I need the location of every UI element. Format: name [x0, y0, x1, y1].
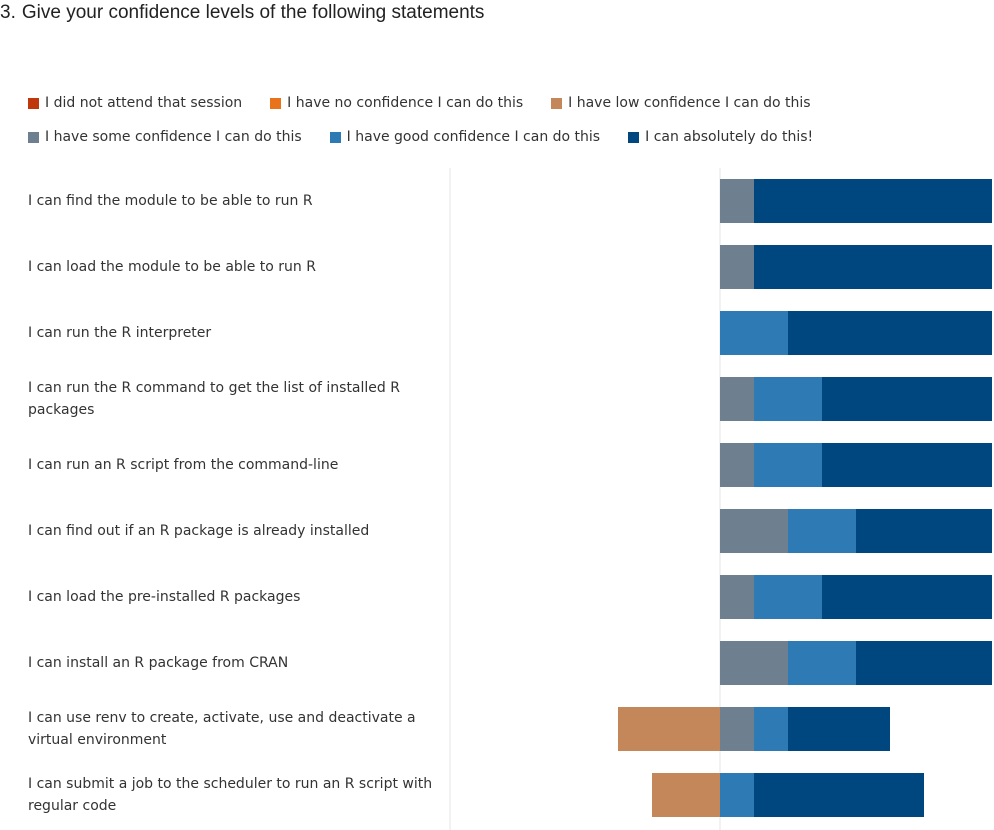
- bar-segment: [822, 377, 992, 421]
- chart-legend: I did not attend that session I have no …: [28, 86, 958, 154]
- legend-label: I have some confidence I can do this: [45, 129, 302, 145]
- row-label: I can run the R command to get the list …: [28, 380, 400, 418]
- bar-segment: [822, 443, 992, 487]
- bar-segment: [720, 179, 754, 223]
- bar-segment: [754, 179, 992, 223]
- row-label: I can run the R interpreter: [28, 325, 212, 341]
- bar-segment: [754, 707, 788, 751]
- legend-swatch: [270, 97, 282, 109]
- bar-segment: [720, 377, 754, 421]
- bar-segment: [754, 773, 924, 817]
- bar-segment: [856, 641, 992, 685]
- bar-segment: [720, 641, 788, 685]
- bar-segment: [720, 311, 788, 355]
- bar-segment: [720, 707, 754, 751]
- legend-label: I have good confidence I can do this: [346, 129, 601, 145]
- legend-item-not-attended: I did not attend that session: [28, 95, 242, 111]
- bar-segment: [754, 443, 822, 487]
- row-label: I can load the module to be able to run …: [28, 259, 316, 275]
- legend-item-some-confidence: I have some confidence I can do this: [28, 129, 302, 145]
- legend-swatch: [329, 131, 341, 143]
- bar-segment: [788, 509, 856, 553]
- legend-label: I did not attend that session: [45, 95, 243, 111]
- bar-segment: [856, 509, 992, 553]
- row-label: I can use renv to create, activate, use …: [28, 710, 416, 748]
- row-label: I can find out if an R package is alread…: [28, 523, 370, 539]
- bar-segment: [754, 377, 822, 421]
- legend-label: I can absolutely do this!: [645, 129, 814, 145]
- legend-swatch: [28, 97, 39, 109]
- row-label: I can install an R package from CRAN: [28, 655, 289, 671]
- bar-segment: [720, 509, 788, 553]
- legend-label: I have low confidence I can do this: [568, 95, 811, 111]
- bar-segment: [788, 707, 890, 751]
- legend-row-2: I have some confidence I can do this I h…: [28, 120, 958, 154]
- legend-label: I have no confidence I can do this: [287, 95, 524, 111]
- bar-segment: [788, 641, 856, 685]
- row-label: I can run an R script from the command-l…: [28, 457, 339, 473]
- bar-segment: [720, 443, 754, 487]
- bar-segment: [720, 575, 754, 619]
- question-number: 3.: [0, 2, 16, 23]
- legend-row-1: I did not attend that session I have no …: [28, 86, 958, 120]
- bar-segment: [618, 707, 720, 751]
- bar-segment: [822, 575, 992, 619]
- question-title: 3. Give your confidence levels of the fol…: [0, 0, 484, 26]
- bar-segment: [754, 245, 992, 289]
- bar-segment: [788, 311, 992, 355]
- bar-segment: [754, 575, 822, 619]
- legend-item-absolutely: I can absolutely do this!: [628, 129, 813, 145]
- legend-item-low-confidence: I have low confidence I can do this: [551, 95, 811, 111]
- bar-segment: [652, 773, 720, 817]
- question-text: Give your confidence levels of the follo…: [21, 2, 485, 23]
- row-label: I can submit a job to the scheduler to r…: [28, 776, 433, 814]
- bar-segment: [720, 773, 754, 817]
- bar-segment: [720, 245, 754, 289]
- row-label: I can find the module to be able to run …: [28, 193, 313, 209]
- legend-swatch: [551, 97, 563, 109]
- row-label: I can load the pre-installed R packages: [28, 589, 301, 605]
- legend-swatch: [28, 131, 39, 143]
- legend-swatch: [628, 131, 640, 143]
- legend-item-no-confidence: I have no confidence I can do this: [270, 95, 523, 111]
- legend-item-good-confidence: I have good confidence I can do this: [329, 129, 601, 145]
